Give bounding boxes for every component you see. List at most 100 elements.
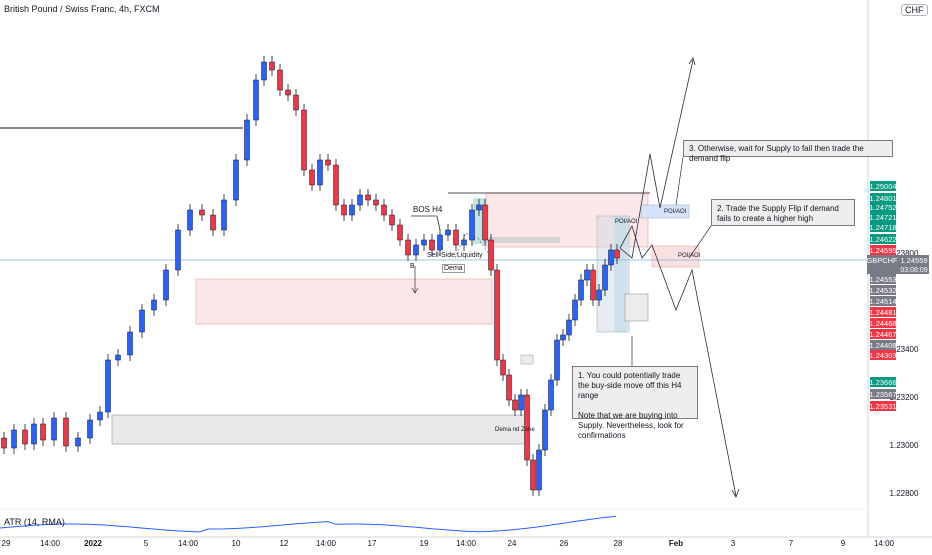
note-supply-flip[interactable]: 2. Trade the Supply Flip if demand fails… xyxy=(711,199,855,226)
candle-body xyxy=(285,89,291,96)
current-symbol: GBPCHF xyxy=(866,256,898,265)
time-tick-label: 7 xyxy=(789,539,794,548)
candle-body xyxy=(566,319,572,336)
candle-body xyxy=(518,394,524,411)
price-label-box xyxy=(870,296,896,306)
price-label-box xyxy=(870,340,896,350)
bos-line xyxy=(411,215,441,231)
candle-body xyxy=(554,339,560,381)
b-marker-arrow xyxy=(411,287,419,294)
grey-box-right xyxy=(624,293,649,322)
candle-body xyxy=(469,209,475,241)
price-label-text: 1.24752 xyxy=(869,203,896,212)
price-label-text: 1.23567 xyxy=(869,390,896,399)
time-tick-label: 14:00 xyxy=(456,539,477,548)
candle-body xyxy=(506,374,512,401)
time-tick-label: 24 xyxy=(508,539,517,548)
candle-body xyxy=(476,204,482,211)
time-tick-label: 2022 xyxy=(84,539,102,548)
poi-zone-blue xyxy=(640,204,690,219)
candle-body xyxy=(524,394,530,461)
price-label-box xyxy=(870,377,896,387)
candle-body xyxy=(578,279,584,301)
demand-small-label: Dema xyxy=(442,264,465,273)
candle-body xyxy=(293,94,299,111)
sell-side-label: Sell-Side Liquidity xyxy=(427,252,483,259)
poi-label-3: POI/AOI xyxy=(678,253,701,259)
grey-box-small xyxy=(520,354,534,365)
price-label-text: 1.24801 xyxy=(869,194,896,203)
arrow-head-up xyxy=(688,57,696,66)
poi-zone-red xyxy=(651,245,700,268)
candle-body xyxy=(253,79,259,121)
time-tick-label: 9 xyxy=(841,539,846,548)
price-tick-label: 1.23800 xyxy=(890,249,919,258)
poi-label-2: POI/AOI xyxy=(664,209,687,215)
candle-body xyxy=(87,419,93,439)
candle-body xyxy=(500,359,506,376)
candle-body xyxy=(115,354,121,361)
candle-body xyxy=(512,399,518,411)
time-tick-label: 14:00 xyxy=(178,539,199,548)
range-bar xyxy=(486,237,560,243)
price-label-box xyxy=(870,401,896,411)
candle-body xyxy=(429,239,435,251)
price-label-text: 1.24721 xyxy=(869,213,896,222)
price-tick-label: 1.23000 xyxy=(890,441,919,450)
supply-zone-mid xyxy=(195,278,493,325)
candle-body xyxy=(413,244,419,256)
candle-countdown: 03:08:09 xyxy=(900,267,927,274)
candle-body xyxy=(151,299,157,311)
candle-body xyxy=(389,214,395,226)
current-price-tag xyxy=(867,255,929,274)
price-label-box xyxy=(870,193,896,203)
candle-body xyxy=(596,289,602,301)
time-tick-label: 14:00 xyxy=(40,539,61,548)
price-label-text: 1.24467 xyxy=(869,330,896,339)
candle-body xyxy=(163,269,169,301)
candle-body xyxy=(51,417,57,441)
range-box xyxy=(596,215,630,333)
price-label-text: 1.24532 xyxy=(869,286,896,295)
candle-body xyxy=(11,429,17,449)
price-label-box xyxy=(870,181,896,191)
candle-body xyxy=(341,204,347,216)
candle-body xyxy=(40,423,46,441)
candle-body xyxy=(301,109,307,171)
price-label-box xyxy=(870,307,896,317)
b-marker: B xyxy=(410,263,415,270)
note-buy-side[interactable]: 1. You could potentially trade the buy-s… xyxy=(572,366,698,440)
time-tick-label: 10 xyxy=(232,539,241,548)
time-tick-label: 28 xyxy=(614,539,623,548)
candle-body xyxy=(590,269,596,301)
liquidity-sweep xyxy=(454,232,495,263)
candle-body xyxy=(277,69,283,91)
candle-body xyxy=(530,459,536,491)
price-label-box xyxy=(870,389,896,399)
price-label-text: 1.24514 xyxy=(869,297,896,306)
candle-body xyxy=(536,449,542,491)
candle-body xyxy=(244,119,250,161)
note-demand-flip[interactable]: 3. Otherwise, wait for Supply to fail th… xyxy=(683,140,893,163)
price-label-text: 1.23666 xyxy=(869,378,896,387)
price-label-text: 1.24622 xyxy=(869,235,896,244)
candle-body xyxy=(261,61,267,81)
candle-body xyxy=(602,264,608,291)
current-price-value: 1.24559 xyxy=(900,256,927,265)
candle-body xyxy=(333,164,339,206)
candle-body xyxy=(421,239,427,246)
candle-body xyxy=(325,159,331,166)
price-label-box xyxy=(870,318,896,328)
currency-badge[interactable]: CHF xyxy=(901,4,928,16)
note2-callout xyxy=(688,225,712,259)
candle-body xyxy=(461,239,467,246)
arrow-head-down xyxy=(731,488,740,498)
atr-line xyxy=(0,515,617,533)
time-tick-label: 12 xyxy=(280,539,289,548)
candle-body xyxy=(584,269,590,281)
candle-body xyxy=(445,229,451,236)
atr-indicator-label[interactable]: ATR (14, RMA) xyxy=(4,517,65,527)
price-label-box xyxy=(870,350,896,360)
time-tick-label: 29 xyxy=(2,539,11,548)
